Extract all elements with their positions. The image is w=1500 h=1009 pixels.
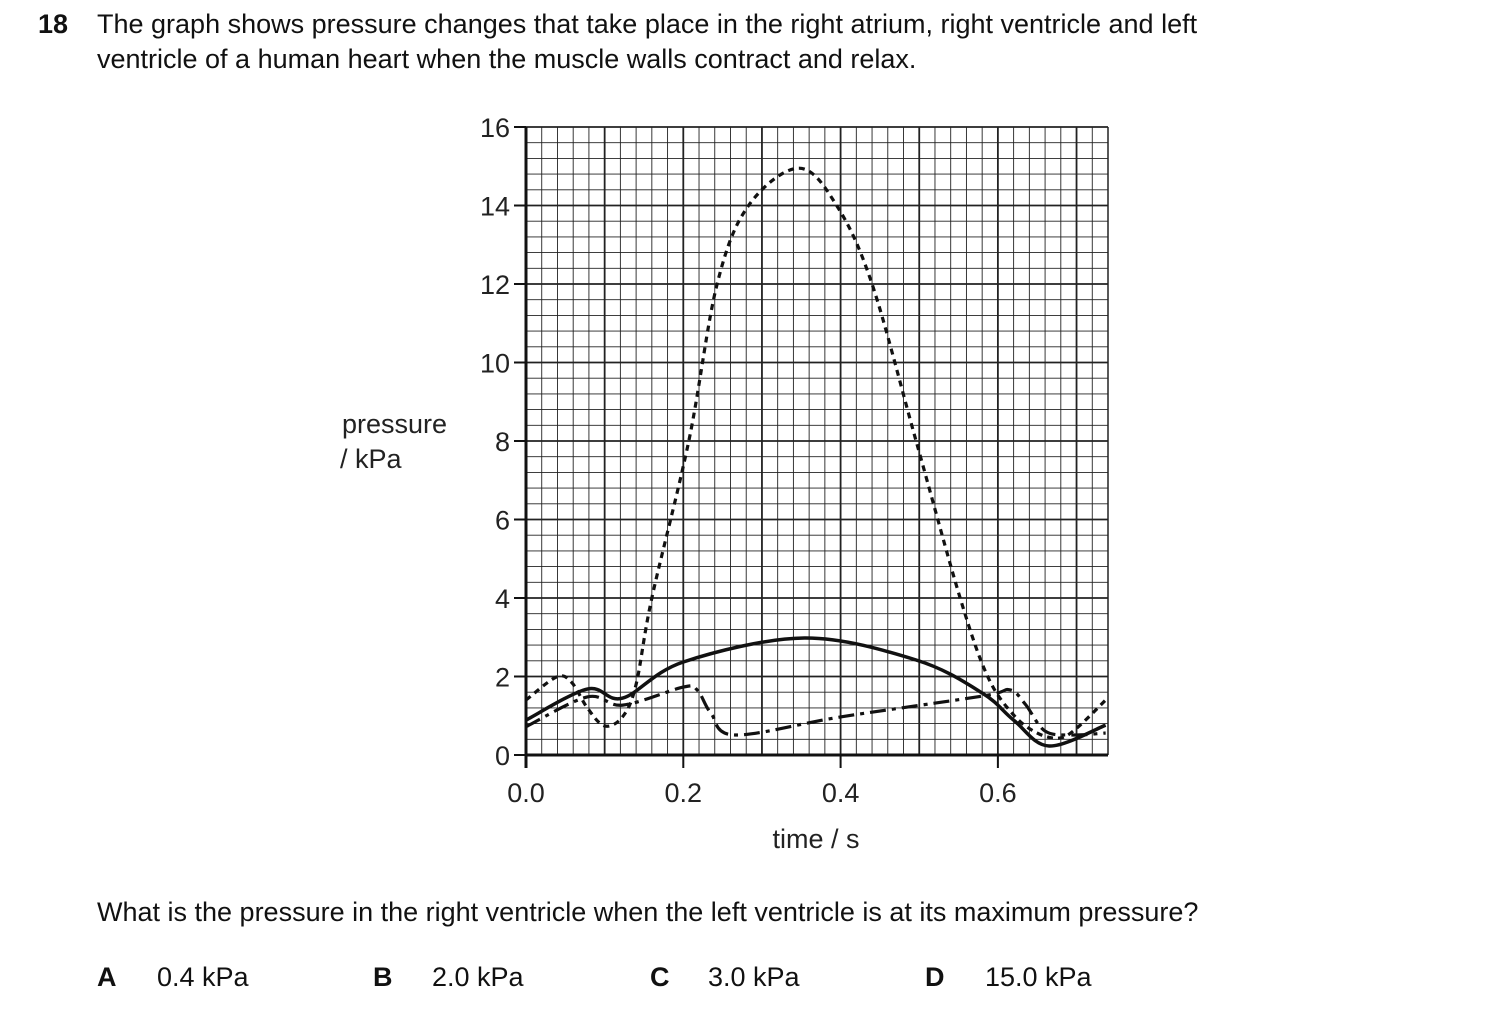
y-axis-label-line2: / kPa: [340, 444, 403, 474]
series-line-solid: [525, 636, 1107, 748]
x-axis-label: time / s: [772, 824, 859, 854]
option-a-letter[interactable]: A: [97, 962, 117, 992]
question-stem-line1: The graph shows pressure changes that ta…: [97, 9, 1198, 39]
y-tick-label: 2: [495, 663, 510, 693]
option-b-text[interactable]: 2.0 kPa: [432, 962, 524, 992]
y-tick-label: 6: [495, 506, 510, 536]
x-tick-label: 0.6: [979, 778, 1017, 808]
curves: [525, 166, 1107, 748]
option-c-letter[interactable]: C: [650, 962, 670, 992]
option-c-text[interactable]: 3.0 kPa: [708, 962, 800, 992]
series-line-dash-dot: [525, 684, 1106, 737]
y-tick-label: 14: [480, 192, 510, 222]
option-d-letter[interactable]: D: [925, 962, 945, 992]
x-tick-label: 0.0: [507, 778, 545, 808]
y-tick-label: 8: [495, 427, 510, 457]
option-b-letter[interactable]: B: [373, 962, 393, 992]
y-axis-label-line1: pressure: [342, 409, 447, 439]
y-tick-label: 0: [495, 741, 510, 771]
option-a-text[interactable]: 0.4 kPa: [157, 962, 249, 992]
pressure-chart: 0 2 4 6 8 10 12 14 16 0.0 0.2 0.4 0.6 pressure / kPa…: [340, 113, 1109, 854]
question-prompt: What is the pressure in the right ventri…: [97, 897, 1199, 927]
axes: 0 2 4 6 8 10 12 14 16 0.0 0.2 0.4 0.6: [480, 113, 1108, 808]
series-line-dotted: [525, 166, 1107, 740]
x-tick-label: 0.2: [665, 778, 703, 808]
y-tick-label: 16: [480, 113, 510, 143]
y-tick-label: 10: [480, 349, 510, 379]
y-tick-label: 4: [495, 584, 510, 614]
x-tick-label: 0.4: [822, 778, 860, 808]
y-tick-label: 12: [480, 270, 510, 300]
grid: [525, 126, 1109, 756]
question-stem-line2: ventricle of a human heart when the musc…: [97, 44, 917, 74]
question-number: 18: [38, 9, 69, 39]
option-d-text[interactable]: 15.0 kPa: [985, 962, 1092, 992]
